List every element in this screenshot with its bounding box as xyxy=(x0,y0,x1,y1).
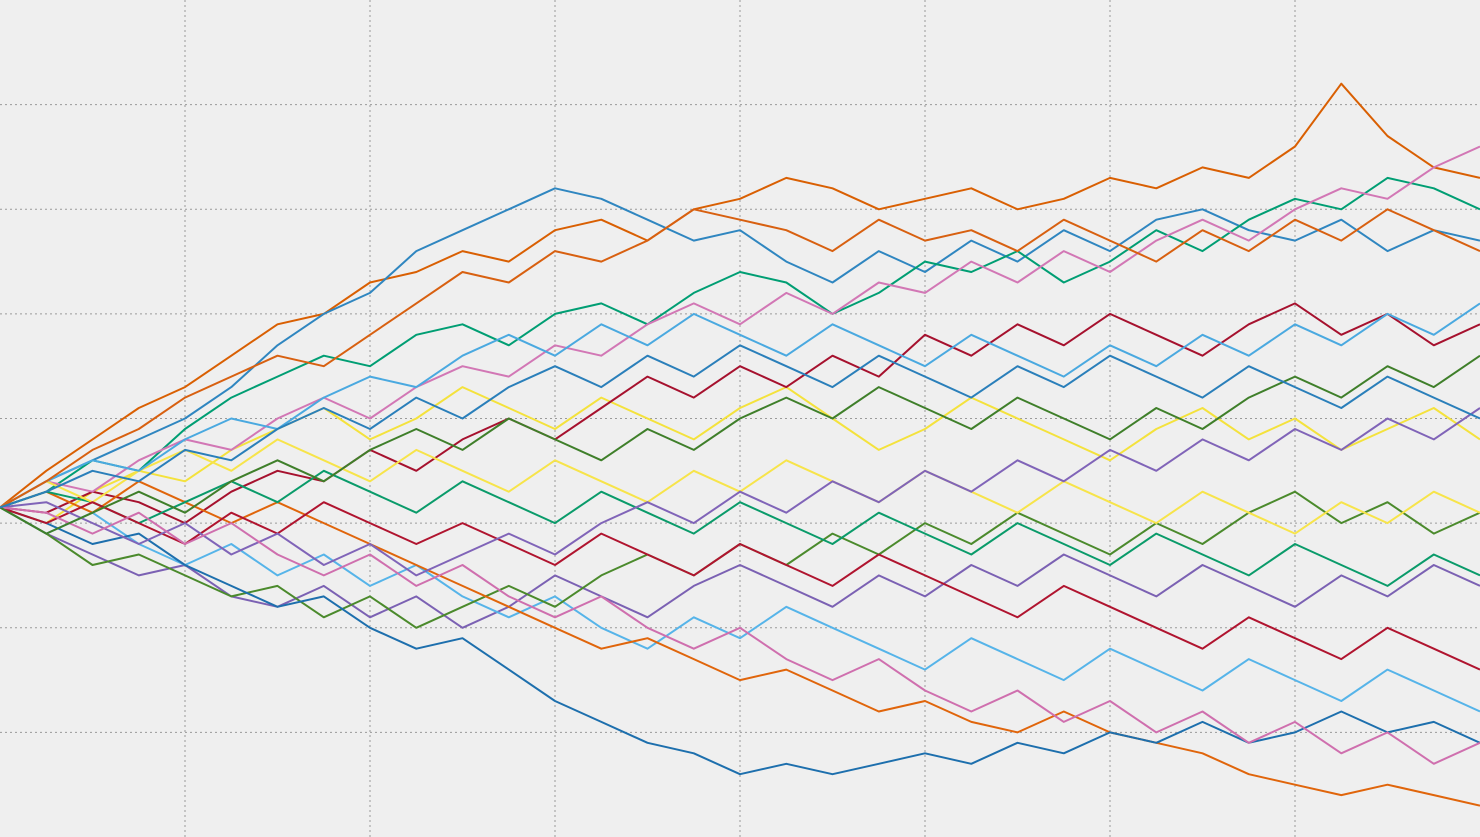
walk-line xyxy=(0,506,1480,629)
walk-line xyxy=(0,386,1480,525)
walk-line xyxy=(0,407,1480,577)
walk-line xyxy=(0,506,1480,776)
walk-line xyxy=(0,480,1480,807)
walk-line xyxy=(0,187,1480,509)
walk-line xyxy=(0,506,1480,713)
walk-line xyxy=(0,208,1480,509)
walk-line xyxy=(0,354,1480,535)
lines xyxy=(0,82,1480,807)
walk-line xyxy=(0,82,1480,509)
walk-line xyxy=(0,145,1480,509)
walk-line xyxy=(0,344,1480,509)
walk-line xyxy=(0,302,1480,509)
walk-line xyxy=(0,501,1480,671)
walk-line xyxy=(0,176,1480,509)
walk-line xyxy=(0,506,1480,765)
walk-line xyxy=(0,469,1480,587)
walk-line xyxy=(0,302,1480,525)
